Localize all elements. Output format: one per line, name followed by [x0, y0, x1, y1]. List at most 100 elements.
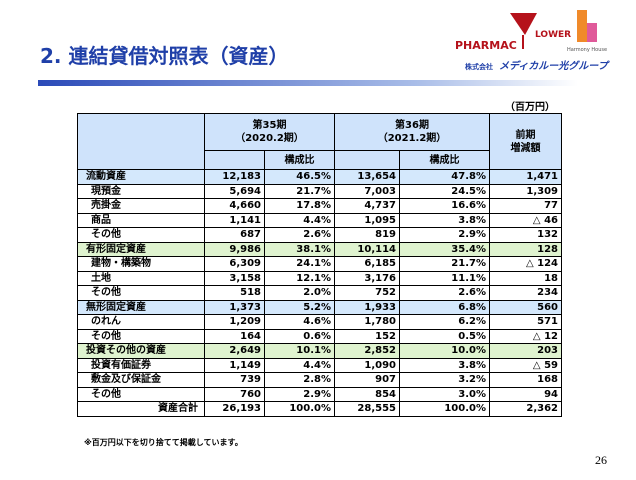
balance-table: 第35期 （2020.2期） 第36期 （2021.2期） 前期 増減額 構成比 構成比… — [77, 113, 562, 417]
cell-value: 4,660 — [204, 198, 265, 214]
cell-value: 100.0% — [399, 401, 490, 417]
cell-value: 518 — [204, 285, 265, 301]
table-row: 無形固定資産 1,373 5.2% 1,933 6.8% 560 — [77, 299, 562, 315]
unit: （百万円） — [505, 102, 555, 113]
table-row: 土地 3,158 12.1% 3,176 11.1% 18 — [77, 270, 562, 286]
cell-value: 1,095 — [334, 212, 400, 228]
cell-value: △ 12 — [489, 328, 562, 344]
cell-value: 2.6% — [399, 285, 490, 301]
cell-value: 1,141 — [204, 212, 265, 228]
cell-value: 4.6% — [264, 314, 335, 330]
row-label: 土地 — [77, 270, 205, 286]
table-body: 流動資産 12,183 46.5% 13,654 47.8% 1,471 現預金 5,694 2… — [77, 169, 562, 417]
table-row: 売掛金 4,660 17.8% 4,737 16.6% 77 — [77, 198, 562, 214]
header-cell: 構成比 — [264, 150, 335, 170]
header-text: 前期 — [515, 129, 536, 141]
header-cell: 構成比 — [399, 150, 490, 170]
header-cell: 第35期 （2020.2期） — [204, 113, 335, 151]
cell-value: 35.4% — [399, 241, 490, 257]
row-label: その他 — [77, 386, 205, 402]
cell-value: 1,209 — [204, 314, 265, 330]
row-label: 建物・構築物 — [77, 256, 205, 272]
cell-value: 0.6% — [264, 328, 335, 344]
cell-value: 752 — [334, 285, 400, 301]
flower-stem — [522, 35, 524, 49]
blank-cell — [77, 113, 205, 170]
cell-value: 1,149 — [204, 357, 265, 373]
cell-value: 7,003 — [334, 183, 400, 199]
cell-value: △ 59 — [489, 357, 562, 373]
title-rule — [38, 80, 578, 86]
row-label: 流動資産 — [77, 169, 205, 185]
row-label: 売掛金 — [77, 198, 205, 214]
page-number: 26 — [595, 453, 607, 467]
cell-value: 2.9% — [399, 227, 490, 243]
table-row: その他 518 2.0% 752 2.6% 234 — [77, 285, 562, 301]
header-cell — [334, 150, 400, 170]
cell-value: 164 — [204, 328, 265, 344]
cell-value: 760 — [204, 386, 265, 402]
table-row: その他 760 2.9% 854 3.0% 94 — [77, 386, 562, 402]
cell-value: 2.9% — [264, 386, 335, 402]
header-cell: 第36期 （2021.2期） — [334, 113, 490, 151]
cell-value: 4.4% — [264, 212, 335, 228]
cell-value: 16.6% — [399, 198, 490, 214]
cell-value: 560 — [489, 299, 562, 315]
cell-value: 18 — [489, 270, 562, 286]
cell-value: 128 — [489, 241, 562, 257]
cell-value: 5,694 — [204, 183, 265, 199]
logo-text: メディカルー光グループ — [499, 60, 610, 72]
cell-value: 3,158 — [204, 270, 265, 286]
cell-value: 234 — [489, 285, 562, 301]
cell-value: 10.0% — [399, 343, 490, 359]
logo-text: 株式会社 — [465, 62, 493, 71]
title: 2. 連結貸借対照表（資産） — [40, 44, 289, 68]
cell-value: 21.7% — [399, 256, 490, 272]
cell-value: 1,309 — [489, 183, 562, 199]
cell-value: 1,373 — [204, 299, 265, 315]
table-row: 投資有価証券 1,149 4.4% 1,090 3.8% △ 59 — [77, 357, 562, 373]
header-text: 第36期 — [395, 120, 429, 131]
cell-value: 6,309 — [204, 256, 265, 272]
row-label: 資産合計 — [77, 401, 205, 417]
table-row: 敷金及び保証金 739 2.8% 907 3.2% 168 — [77, 372, 562, 388]
footnote: ※百万円以下を切り捨てて掲載しています。 — [84, 438, 243, 447]
cell-value: 94 — [489, 386, 562, 402]
cell-value: 38.1% — [264, 241, 335, 257]
logo-text: Harmony House — [567, 47, 607, 53]
cell-value: 4.4% — [264, 357, 335, 373]
row-label: 商品 — [77, 212, 205, 228]
table-row: その他 687 2.6% 819 2.9% 132 — [77, 227, 562, 243]
cell-value: 1,780 — [334, 314, 400, 330]
table-row: のれん 1,209 4.6% 1,780 6.2% 571 — [77, 314, 562, 330]
header-text: 増減額 — [510, 142, 541, 154]
table-row: 現預金 5,694 21.7% 7,003 24.5% 1,309 — [77, 183, 562, 199]
cell-value: 152 — [334, 328, 400, 344]
row-label: その他 — [77, 285, 205, 301]
cell-value: 100.0% — [264, 401, 335, 417]
cell-value: 28,555 — [334, 401, 400, 417]
cell-value: 739 — [204, 372, 265, 388]
cell-value: 3.2% — [399, 372, 490, 388]
table-row: 資産合計 26,193 100.0% 28,555 100.0% 2,362 — [77, 401, 562, 417]
table-row: その他 164 0.6% 152 0.5% △ 12 — [77, 328, 562, 344]
row-label: 敷金及び保証金 — [77, 372, 205, 388]
cell-value: 6,185 — [334, 256, 400, 272]
cell-value: 3,176 — [334, 270, 400, 286]
cell-value: 168 — [489, 372, 562, 388]
table-row: 有形固定資産 9,986 38.1% 10,114 35.4% 128 — [77, 241, 562, 257]
table-row: 流動資産 12,183 46.5% 13,654 47.8% 1,471 — [77, 169, 562, 185]
cell-value: 0.5% — [399, 328, 490, 344]
harmony-logo — [587, 23, 597, 42]
logo-text: PHARMAC — [455, 39, 517, 52]
cell-value: 10,114 — [334, 241, 400, 257]
cell-value: 1,090 — [334, 357, 400, 373]
cell-value: 687 — [204, 227, 265, 243]
cell-value: 46.5% — [264, 169, 335, 185]
row-label: 投資有価証券 — [77, 357, 205, 373]
cell-value: 24.1% — [264, 256, 335, 272]
cell-value: 24.5% — [399, 183, 490, 199]
cell-value: 11.1% — [399, 270, 490, 286]
cell-value: 12,183 — [204, 169, 265, 185]
